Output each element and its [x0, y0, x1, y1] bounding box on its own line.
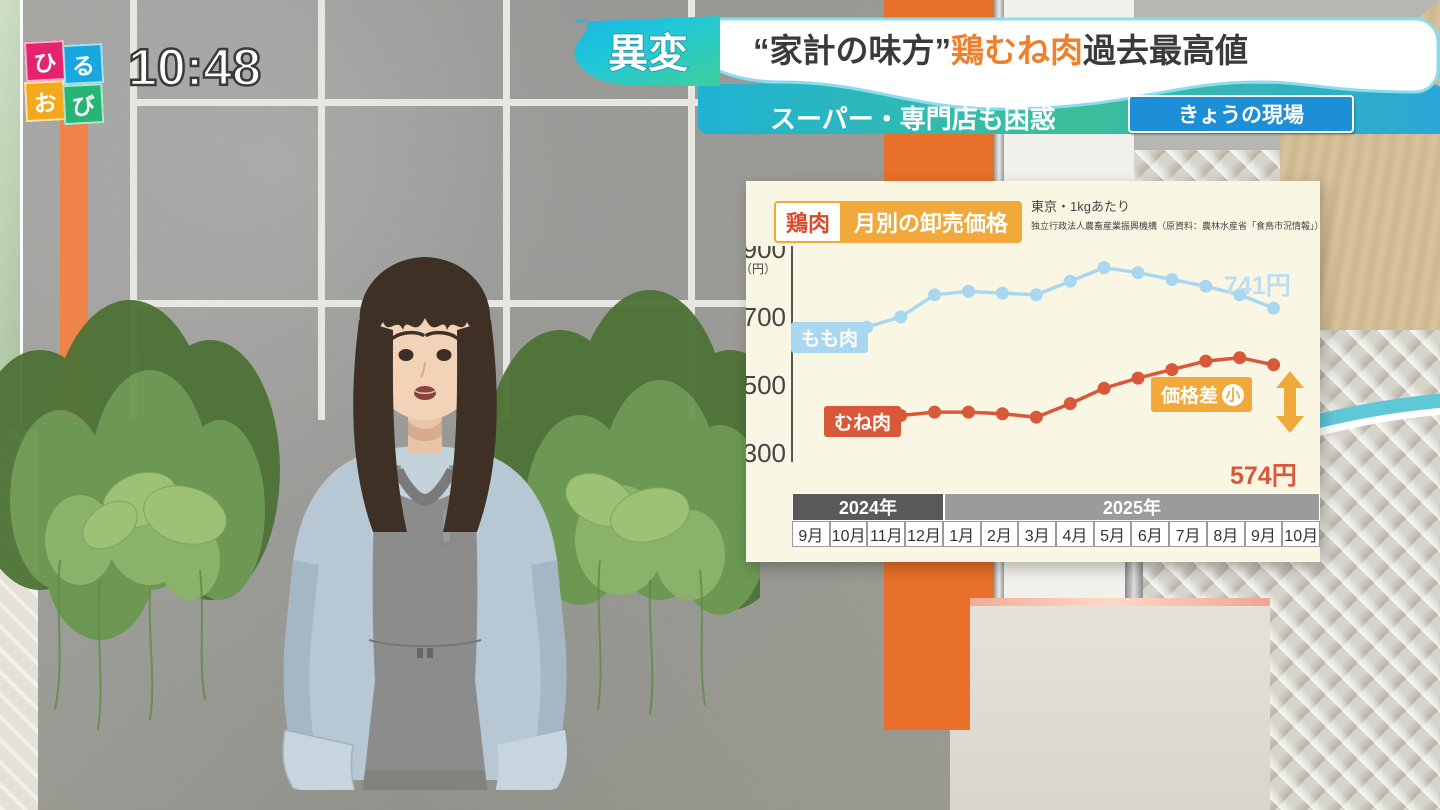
- svg-text:300: 300: [746, 438, 786, 468]
- svg-text:500: 500: [746, 370, 786, 400]
- svg-text:（円）: （円）: [746, 262, 776, 276]
- svg-text:700: 700: [746, 302, 786, 332]
- svg-text:異変: 異変: [608, 31, 688, 76]
